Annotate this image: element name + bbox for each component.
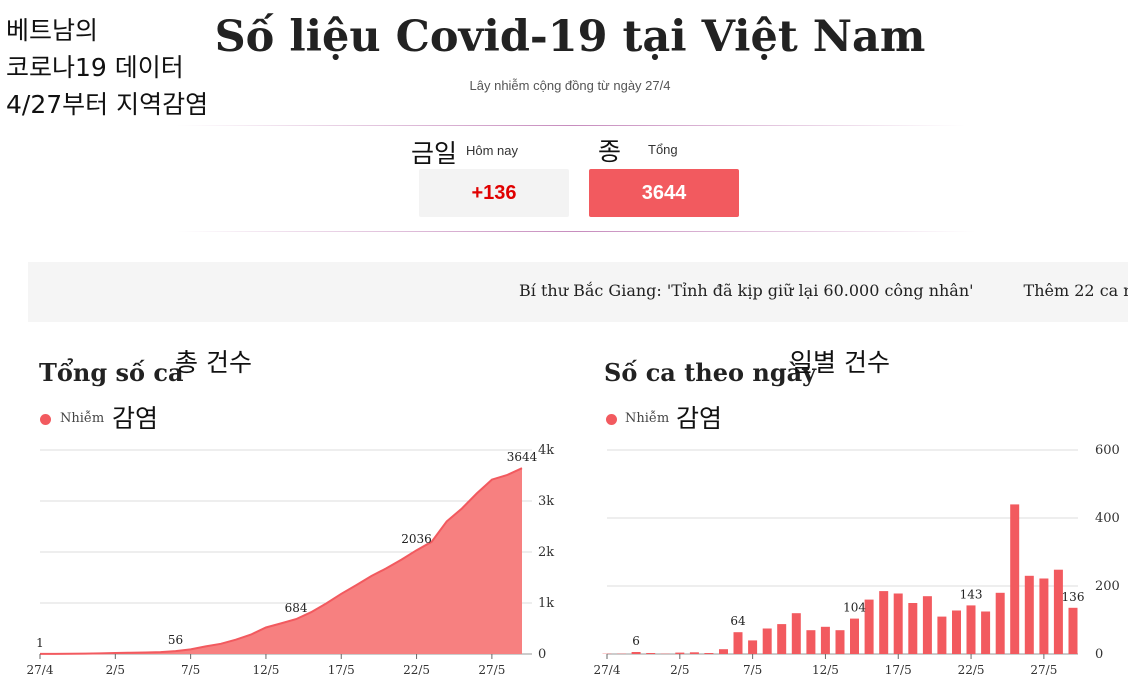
bar-nhiem <box>675 652 685 654</box>
bar-nhiem <box>879 591 889 654</box>
divider-bottom <box>176 231 976 232</box>
data-label: 64 <box>730 614 746 628</box>
legend-label: Nhiễm <box>60 411 105 426</box>
bar-nhiem <box>850 618 859 654</box>
area-series-nhiem <box>40 468 522 654</box>
today-value: +136 <box>471 181 517 204</box>
korean-annotation-line: 베트남의 <box>6 16 99 45</box>
bar-nhiem <box>689 652 699 654</box>
y-tick-label: 2k <box>538 545 554 560</box>
news-ticker-track: Bí thư Bắc Giang: 'Tỉnh đã kịp giữ lại 6… <box>519 281 1128 300</box>
y-tick-label: 600 <box>1095 443 1120 458</box>
page-title: Số liệu Covid-19 tại Việt Nam <box>214 12 926 62</box>
korean-annotation-infected: 감염 <box>676 404 723 433</box>
y-tick-label: 200 <box>1095 579 1120 594</box>
bar-nhiem <box>762 628 772 654</box>
x-tick-label: 27/4 <box>594 663 621 677</box>
bar-nhiem <box>748 640 758 654</box>
line-series-nhiem <box>40 467 523 655</box>
bar-nhiem <box>995 592 1005 654</box>
bar-nhiem <box>937 616 947 654</box>
bar-nhiem <box>1068 607 1078 654</box>
data-label: 136 <box>1062 590 1085 604</box>
korean-annotation-chart1: 총 건수 <box>175 348 252 377</box>
bar-nhiem <box>820 626 830 654</box>
legend-label: Nhiễm <box>625 411 670 426</box>
x-tick-label: 27/4 <box>27 663 54 677</box>
y-tick-label: 0 <box>538 647 546 662</box>
data-label: 143 <box>960 587 983 601</box>
today-label: Hôm nay <box>466 143 519 158</box>
legend-dot-icon <box>40 414 51 425</box>
x-tick-label: 2/5 <box>670 663 689 677</box>
data-label: 2036 <box>401 532 432 546</box>
bar-nhiem <box>981 611 991 654</box>
bar-nhiem <box>908 603 918 654</box>
news-ticker-item[interactable]: Bí thư Bắc Giang: 'Tỉnh đã kịp giữ lại 6… <box>519 281 974 300</box>
y-tick-label: 4k <box>538 443 554 458</box>
x-tick-label: 12/5 <box>812 663 839 677</box>
chart-title-daily: Số ca theo ngày <box>604 358 817 387</box>
bar-nhiem <box>791 613 801 654</box>
bar-nhiem <box>646 653 656 654</box>
data-label: 104 <box>843 601 866 615</box>
bar-nhiem <box>704 653 714 654</box>
legend-dot-icon <box>606 414 617 425</box>
data-label: 1 <box>36 636 44 650</box>
bar-nhiem <box>1053 569 1063 654</box>
korean-annotation-infected: 감염 <box>112 404 159 433</box>
bar-nhiem <box>733 632 743 654</box>
divider-top <box>176 125 966 126</box>
korean-annotation-line: 코로나19 데이터 <box>6 53 184 82</box>
data-label: 56 <box>168 633 183 647</box>
y-tick-label: 1k <box>538 596 554 611</box>
news-ticker: Bí thư Bắc Giang: 'Tỉnh đã kịp giữ lại 6… <box>28 262 1128 322</box>
korean-annotation-line: 4/27부터 지역감염 <box>6 90 209 119</box>
bar-nhiem <box>1039 578 1049 654</box>
x-tick-label: 17/5 <box>328 663 355 677</box>
bar-nhiem <box>777 624 787 654</box>
x-tick-label: 27/5 <box>1030 663 1057 677</box>
korean-annotation-total: 종 <box>598 137 622 166</box>
bar-nhiem <box>719 649 728 654</box>
x-tick-label: 27/5 <box>478 663 505 677</box>
x-tick-label: 22/5 <box>403 663 430 677</box>
total-value: 3644 <box>641 181 687 204</box>
bar-nhiem <box>893 593 903 654</box>
bar-nhiem <box>806 630 816 654</box>
bar-nhiem <box>631 652 641 654</box>
chart-title-total: Tổng số ca <box>39 358 184 387</box>
korean-annotation-title: 베트남의 코로나19 데이터 4/27부터 지역감염 <box>6 12 208 123</box>
news-ticker-item[interactable]: Thêm 22 ca nhiễm <box>1023 281 1128 300</box>
bar-nhiem <box>966 605 976 654</box>
y-tick-label: 0 <box>1095 647 1103 662</box>
bar-nhiem <box>864 599 874 654</box>
x-tick-label: 22/5 <box>958 663 985 677</box>
page-subtitle: Lây nhiễm cộng đồng từ ngày 27/4 <box>469 78 671 93</box>
total-label: Tổng <box>648 142 678 157</box>
x-tick-label: 7/5 <box>181 663 200 677</box>
bar-nhiem <box>1024 575 1034 654</box>
data-label: 684 <box>285 601 308 615</box>
total-value-box: 3644 <box>589 169 739 217</box>
today-value-box: +136 <box>419 169 569 217</box>
bar-nhiem <box>922 596 932 654</box>
y-tick-label: 400 <box>1095 511 1120 526</box>
x-tick-label: 2/5 <box>106 663 125 677</box>
korean-annotation-chart2: 일별 건수 <box>790 348 890 377</box>
x-tick-label: 17/5 <box>885 663 912 677</box>
x-tick-label: 12/5 <box>252 663 279 677</box>
y-tick-label: 3k <box>538 494 554 509</box>
bar-nhiem <box>952 610 961 654</box>
bar-nhiem <box>835 630 845 654</box>
korean-annotation-today: 금일 <box>411 139 458 168</box>
x-tick-label: 7/5 <box>743 663 762 677</box>
data-label: 3644 <box>507 450 538 464</box>
data-label: 6 <box>632 634 640 648</box>
bar-nhiem <box>1010 504 1020 654</box>
